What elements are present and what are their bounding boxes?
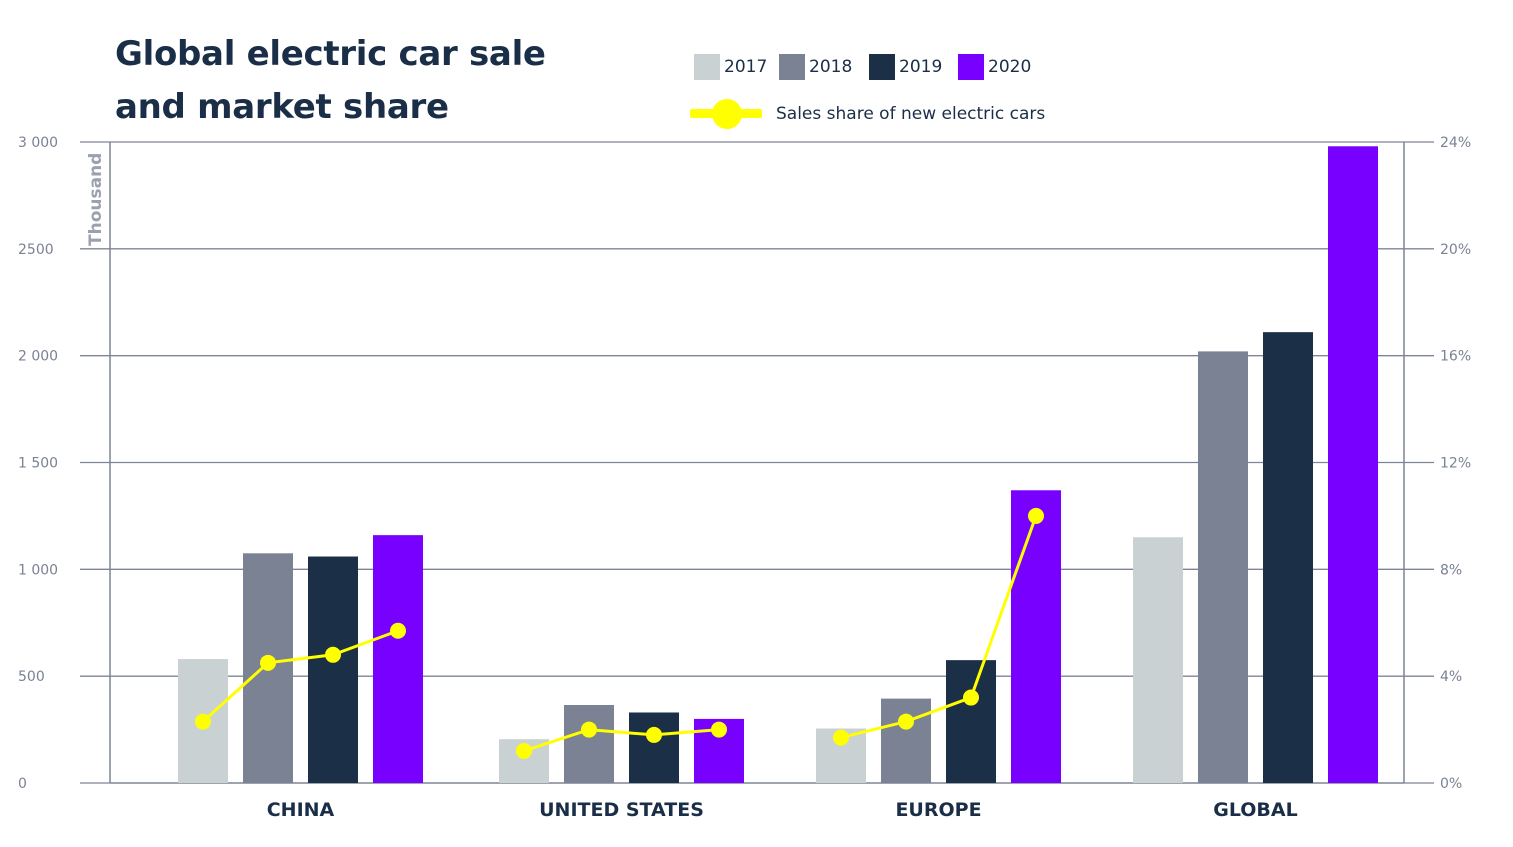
legend-item-2020: 2020 xyxy=(958,54,1031,80)
y-tick-label: 2500 xyxy=(18,242,54,258)
share-point-europe-2019 xyxy=(963,689,979,706)
share-point-china-2019 xyxy=(325,646,341,663)
share-line-europe xyxy=(840,515,1038,740)
y-tick-label: 1 000 xyxy=(18,562,58,578)
legend-label-2017: 2017 xyxy=(724,57,768,77)
legend-item-2018: 2018 xyxy=(779,54,852,80)
x-tick-label: CHINA xyxy=(267,799,335,821)
y2-tick-label: 16% xyxy=(1440,349,1471,365)
y-tick-label: 2 000 xyxy=(18,349,58,365)
bar-europe-2019 xyxy=(946,660,996,783)
legend-label-2020: 2020 xyxy=(988,57,1032,77)
y-tick-label: 1 500 xyxy=(18,456,58,472)
y-axis-label: Thousand xyxy=(86,153,106,246)
legend-label-sales-share: Sales share of new electric cars xyxy=(776,104,1046,124)
legend-label-2019: 2019 xyxy=(899,57,943,77)
x-tick-label: EUROPE xyxy=(895,799,981,821)
bar-china-2020 xyxy=(373,535,423,783)
legend-item-sales-share: Sales share of new electric cars xyxy=(690,99,1045,129)
share-line-united-states xyxy=(523,728,720,753)
legend-line-marker xyxy=(690,99,762,129)
y2-tick-label: 12% xyxy=(1440,456,1471,472)
share-point-china-2020 xyxy=(390,622,406,639)
y-tick-label: 3 000 xyxy=(18,135,58,151)
bar-global-2018 xyxy=(1198,351,1248,783)
y2-tick-label: 0% xyxy=(1440,776,1462,792)
share-point-united-states-2017 xyxy=(516,742,532,759)
legend-item-2019: 2019 xyxy=(869,54,942,80)
share-point-europe-2020 xyxy=(1028,507,1044,524)
y2-tick-label: 4% xyxy=(1440,669,1462,685)
share-point-china-2018 xyxy=(260,654,276,671)
x-tick-label: GLOBAL xyxy=(1213,799,1297,821)
share-point-united-states-2020 xyxy=(711,721,727,738)
share-point-europe-2017 xyxy=(833,729,849,746)
bar-united-states-2018 xyxy=(564,705,614,783)
legend-label-2018: 2018 xyxy=(809,57,853,77)
bar-global-2019 xyxy=(1263,332,1313,783)
legend-swatch-2018 xyxy=(779,54,805,80)
y2-tick-label: 24% xyxy=(1440,135,1471,151)
share-point-united-states-2018 xyxy=(581,721,597,738)
bar-europe-2020 xyxy=(1011,490,1061,783)
chart-title-line-1: Global electric car sale xyxy=(115,34,546,74)
legend-item-2017: 2017 xyxy=(694,54,767,80)
legend-swatch-2020 xyxy=(958,54,984,80)
share-line-china xyxy=(201,629,399,723)
bar-europe-2018 xyxy=(881,698,931,783)
share-point-china-2017 xyxy=(195,713,211,730)
x-tick-label: UNITED STATES xyxy=(539,799,704,821)
y2-tick-label: 8% xyxy=(1440,562,1462,578)
y2-tick-label: 20% xyxy=(1440,242,1471,258)
bar-china-2019 xyxy=(308,556,358,783)
legend-swatch-2017 xyxy=(694,54,720,80)
legend-swatch-2019 xyxy=(869,54,895,80)
chart-title-line-2: and market share xyxy=(115,87,449,127)
share-point-europe-2018 xyxy=(898,713,914,730)
bar-global-2017 xyxy=(1133,537,1183,783)
y-tick-label: 0 xyxy=(18,776,27,792)
y-tick-label: 500 xyxy=(18,669,45,685)
bar-united-states-2019 xyxy=(629,712,679,783)
bar-global-2020 xyxy=(1328,146,1378,784)
share-point-united-states-2019 xyxy=(646,726,662,743)
